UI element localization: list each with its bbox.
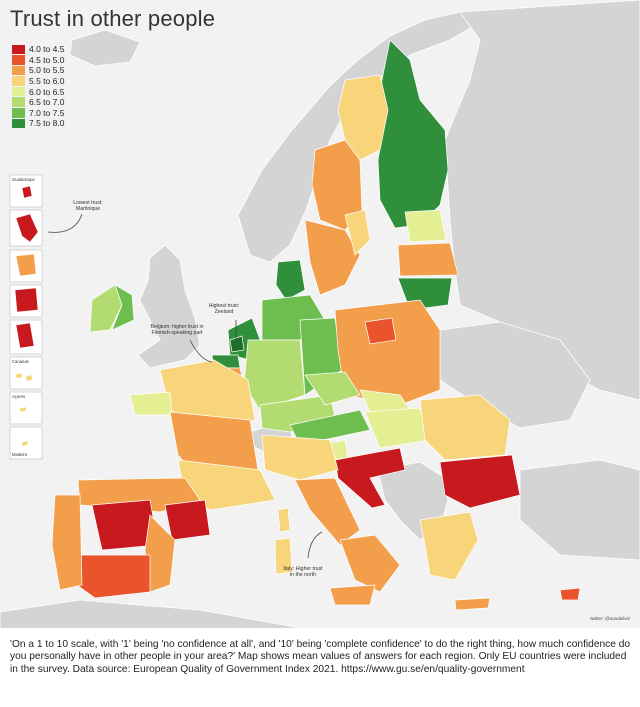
inset-martinique: [15, 213, 39, 243]
region-greece: [419, 511, 479, 581]
inset-canarias-1: [15, 372, 23, 379]
region-sweden-north: [337, 74, 389, 161]
legend-swatch: [12, 108, 25, 118]
caption: 'On a 1 to 10 scale, with '1' being 'no …: [10, 639, 632, 676]
legend-label: 5.0 to 5.5: [29, 65, 65, 76]
legend-swatch: [12, 97, 25, 108]
legend-swatch: [12, 55, 25, 65]
annotation-belgium: Belgium: higher trust in Flemish-speakin…: [150, 324, 204, 336]
region-finland: [377, 39, 449, 229]
inset-acores: [19, 406, 27, 413]
legend-swatch: [12, 76, 25, 86]
arrow-belgium: [189, 339, 213, 363]
region-croatia: [334, 447, 406, 509]
legend-swatch: [12, 44, 25, 55]
iceland: [69, 29, 141, 67]
eu-regions: [51, 39, 581, 611]
legend-label: 7.5 to 8.0: [29, 118, 65, 129]
annotation-lowest: Lowest trust: Martinique: [73, 200, 103, 212]
europe-map: [0, 0, 640, 628]
region-italy-north: [261, 434, 339, 481]
region-bulgaria: [439, 454, 521, 509]
map-title: Trust in other people: [10, 6, 216, 31]
region-denmark: [275, 259, 306, 301]
inset-label-madeira: Madeira: [12, 452, 28, 457]
region-italy-centre: [294, 477, 361, 546]
norway: [237, 11, 481, 263]
region-czechia: [304, 371, 361, 406]
inset-guyane: [15, 253, 37, 277]
legend-item: 5.0 to 5.5: [12, 65, 64, 76]
caption-description: Map shows mean values of answers for eac…: [10, 651, 627, 675]
legend-item: 7.0 to 7.5: [12, 108, 64, 119]
legend: 4.0 to 4.5 4.5 to 5.0 5.0 to 5.5 5.5 to 6.0…: [12, 44, 64, 129]
region-romania: [419, 394, 511, 461]
legend-item: 4.0 to 4.5: [12, 44, 64, 55]
region-sweden-east: [344, 209, 371, 256]
insets: [9, 174, 43, 460]
legend-item: 6.5 to 7.0: [12, 97, 64, 108]
inset-label-guadeloupe: Guadeloupe: [12, 177, 35, 182]
region-estonia: [404, 209, 447, 243]
turkey: [519, 459, 640, 561]
inset-mayotte: [15, 322, 35, 349]
region-sicily: [329, 584, 376, 606]
annotation-highest: Highest trust: Zeeland: [208, 303, 240, 315]
legend-label: 6.0 to 6.5: [29, 86, 65, 97]
russia-east: [444, 0, 640, 401]
inset-madeira: [21, 440, 29, 447]
legend-label: 7.0 to 7.5: [29, 107, 65, 118]
legend-label: 6.5 to 7.0: [29, 97, 65, 108]
legend-item: 6.0 to 6.5: [12, 86, 64, 97]
legend-item: 4.5 to 5.0: [12, 55, 64, 66]
arrow-italy: [307, 531, 323, 559]
inset-box-canarias: [9, 356, 43, 390]
region-corsica: [277, 507, 291, 533]
legend-swatch: [12, 65, 25, 76]
legend-item: 5.5 to 6.0: [12, 76, 64, 87]
arrow-lowest: [47, 213, 83, 233]
north-africa: [0, 599, 301, 628]
map-frame: Trust in other people 4.0 to 4.5 4.5 to 5…: [0, 0, 640, 628]
annotation-italy: Italy: Higher trust in the north: [283, 566, 323, 578]
region-crete: [454, 597, 491, 611]
inset-canarias-2: [25, 374, 33, 382]
uk: [137, 244, 201, 369]
inset-guadeloupe: [21, 185, 33, 199]
region-poland-centre: [364, 317, 397, 345]
region-sweden-south: [304, 219, 361, 296]
region-germany-west: [243, 339, 306, 411]
region-latvia: [397, 242, 459, 277]
caption-question: 'On a 1 to 10 scale, with '1' being 'no …: [10, 639, 631, 663]
legend-label: 4.0 to 4.5: [29, 44, 65, 55]
region-poland: [334, 299, 441, 406]
region-portugal: [51, 494, 83, 591]
region-cyprus: [559, 587, 581, 601]
inset-label-acores: Açores: [12, 394, 26, 399]
region-zeeland: [229, 335, 245, 353]
region-hungary: [364, 407, 431, 449]
legend-item: 7.5 to 8.0: [12, 118, 64, 129]
inset-regions: [14, 185, 39, 447]
region-spain-east: [144, 514, 176, 593]
region-italy-south: [339, 534, 401, 593]
region-catalonia: [164, 499, 211, 541]
region-brittany: [129, 391, 173, 416]
inset-reunion: [14, 287, 39, 313]
legend-label: 5.5 to 6.0: [29, 76, 65, 87]
credit: twitter: @sundeliviz: [590, 616, 630, 621]
region-ireland-west: [89, 284, 123, 333]
inset-label-canarias: Canarias: [12, 359, 29, 364]
region-ireland-east: [111, 284, 135, 331]
legend-label: 4.5 to 5.0: [29, 54, 65, 65]
annotation-arrows: [47, 213, 323, 559]
legend-swatch: [12, 118, 25, 129]
legend-swatch: [12, 86, 25, 97]
region-sardinia: [274, 537, 293, 575]
